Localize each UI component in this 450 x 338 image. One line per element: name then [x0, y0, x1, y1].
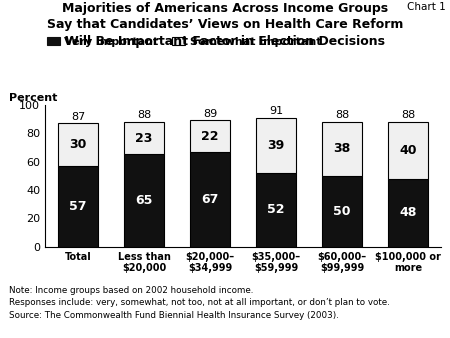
- Bar: [322, 176, 362, 247]
- Bar: [256, 173, 297, 247]
- Bar: [124, 122, 164, 154]
- Bar: [256, 118, 297, 173]
- Bar: [387, 178, 428, 247]
- Text: 38: 38: [333, 142, 351, 155]
- Text: 50: 50: [333, 205, 351, 218]
- Text: 39: 39: [267, 139, 284, 152]
- Bar: [322, 122, 362, 176]
- Text: Chart 1: Chart 1: [407, 2, 446, 12]
- Bar: [124, 154, 164, 247]
- Text: 40: 40: [399, 144, 417, 157]
- Text: 23: 23: [135, 131, 153, 145]
- Bar: [189, 120, 230, 152]
- Bar: [58, 166, 99, 247]
- Text: 87: 87: [71, 112, 85, 122]
- Text: 65: 65: [135, 194, 153, 207]
- Text: 67: 67: [201, 193, 219, 206]
- Text: 88: 88: [401, 110, 415, 120]
- Bar: [189, 152, 230, 247]
- Text: 48: 48: [399, 206, 417, 219]
- Text: 22: 22: [201, 129, 219, 143]
- Text: Percent: Percent: [9, 93, 58, 103]
- Text: 91: 91: [269, 106, 283, 116]
- Bar: [387, 122, 428, 178]
- Text: 52: 52: [267, 203, 285, 216]
- Bar: [58, 123, 99, 166]
- Legend: Very important, Somewhat important: Very important, Somewhat important: [47, 37, 321, 47]
- Text: 89: 89: [203, 109, 217, 119]
- Text: 88: 88: [335, 110, 349, 120]
- Text: Majorities of Americans Across Income Groups
Say that Candidates’ Views on Healt: Majorities of Americans Across Income Gr…: [47, 2, 403, 48]
- Text: 88: 88: [137, 110, 151, 120]
- Text: 30: 30: [69, 138, 87, 151]
- Text: Note: Income groups based on 2002 household income.
Responses include: very, som: Note: Income groups based on 2002 househ…: [9, 286, 390, 320]
- Text: 57: 57: [69, 200, 87, 213]
